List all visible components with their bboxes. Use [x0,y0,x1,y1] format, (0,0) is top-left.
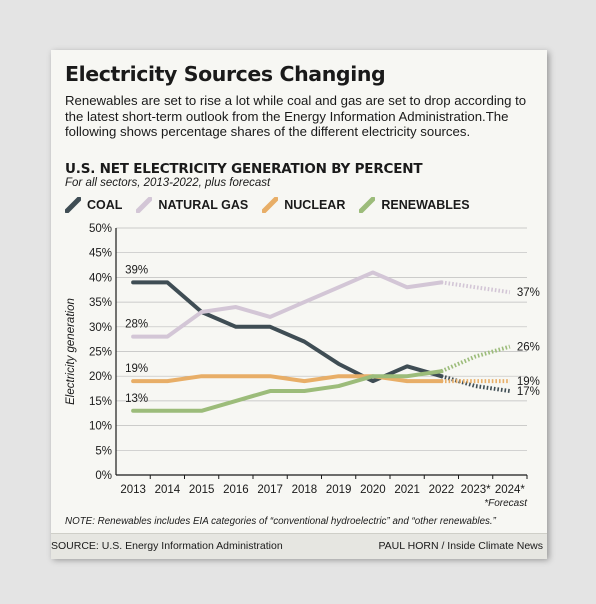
legend-label: RENEWABLES [381,198,470,212]
x-tick-label: 2017 [257,484,283,496]
forecast-line-coal [440,374,511,393]
x-tick-label: 2021 [394,484,420,496]
line-chart: 0% 5% 10% 15% 20% 25% 30% 35% 40% 45% 50% 2013 2014 2… [65,223,540,509]
infographic-card: Electricity Sources Changing Renewables … [51,50,547,559]
series-line-natural-gas [131,270,444,339]
y-axis-label: Electricity generation [65,298,77,405]
series-line-renewables [131,369,444,413]
x-tick-label: 2019 [326,484,352,496]
chart-legend: COAL NATURAL GAS NUCLEAR RENEWABLES [65,196,484,214]
author-credit: PAUL HORN / Inside Climate News [378,540,543,552]
y-tick-label: 30% [89,322,112,334]
x-tick-label: 2013 [120,484,146,496]
legend-label: COAL [87,198,123,212]
data-label-nuclear: 19% [517,376,540,388]
series-line-nuclear [131,374,444,384]
legend-item-coal: COAL [65,197,122,213]
description: Renewables are set to rise a lot while c… [65,93,527,139]
legend-swatch-renewables [359,197,376,213]
x-tick-label: 2016 [223,484,249,496]
data-label-coal: 17% [517,386,540,398]
source-credit: SOURCE: U.S. Energy Information Administ… [51,540,283,552]
forecast-line-natural-gas [441,280,511,295]
footer: SOURCE: U.S. Energy Information Administ… [51,533,547,559]
x-tick-label: 2014 [155,484,181,496]
chart-subtitle: For all sectors, 2013-2022, plus forecas… [65,177,271,189]
y-tick-label: 10% [89,421,112,433]
x-tick-label: 2020 [360,484,386,496]
legend-swatch-natural-gas [136,197,153,213]
data-label-renewables: 13% [125,393,148,405]
series-line-coal [131,280,444,384]
y-tick-label: 35% [89,297,112,309]
y-tick-label: 5% [95,445,112,457]
legend-swatch-coal [65,197,81,213]
y-tick-label: 45% [89,248,112,260]
x-tick-label: 2024* [495,484,526,496]
y-tick-label: 40% [89,272,112,284]
legend-label: NUCLEAR [284,198,346,212]
data-label-natural-gas: 28% [125,319,148,331]
x-tick-label: 2015 [189,484,215,496]
x-tick-label: 2022 [429,484,455,496]
data-label-nuclear: 19% [125,363,148,375]
y-tick-label: 20% [89,371,112,383]
y-tick-label: 15% [89,396,112,408]
legend-item-renewables: RENEWABLES [359,197,470,213]
x-tick-label: 2018 [292,484,318,496]
legend-label: NATURAL GAS [158,198,249,212]
legend-item-nuclear: NUCLEAR [262,197,345,213]
page-title: Electricity Sources Changing [65,62,386,86]
y-tick-label: 0% [95,470,112,482]
data-label-renewables: 26% [517,342,540,354]
chart-note: NOTE: Renewables includes EIA categories… [65,516,496,527]
forecast-note: *Forecast [484,498,528,509]
data-label-coal: 39% [125,264,148,276]
y-tick-label: 50% [89,223,112,235]
legend-swatch-nuclear [262,197,279,213]
legend-item-natural-gas: NATURAL GAS [136,197,248,213]
data-label-natural-gas: 37% [517,287,540,299]
forecast-line-renewables [440,344,511,374]
x-tick-label: 2023* [461,484,492,496]
y-tick-label: 25% [89,347,112,359]
chart-title: U.S. NET ELECTRICITY GENERATION BY PERCE… [65,161,423,177]
